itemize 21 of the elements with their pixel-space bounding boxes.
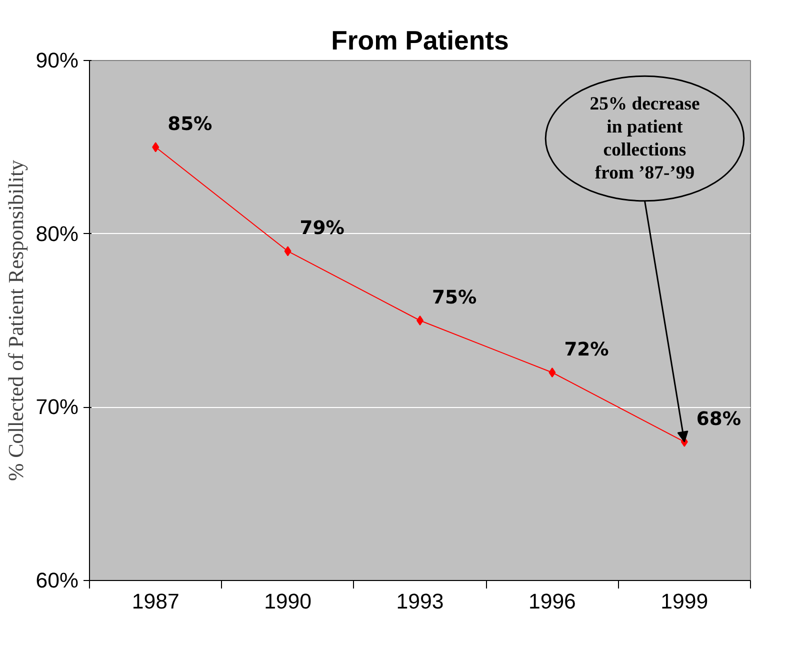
chart-title: From Patients: [331, 26, 509, 56]
data-label: 79%: [300, 218, 345, 240]
y-tick-label: 90%: [36, 48, 79, 72]
data-label: 72%: [564, 340, 610, 360]
x-tick-label: 1999: [660, 590, 708, 614]
x-tick-label: 1990: [264, 590, 312, 614]
x-tick-label: 1996: [528, 590, 576, 614]
y-axis-title: % Collected of Patient Responsibility: [4, 160, 28, 482]
annotation: 25% decrease in patient collections from ’87-’99: [590, 93, 700, 184]
y-tick-label: 60%: [36, 568, 79, 592]
data-label: 68%: [696, 408, 742, 430]
x-tick-label: 1993: [396, 590, 444, 614]
y-tick-label: 80%: [36, 222, 79, 246]
point: [284, 246, 292, 256]
data-label: 75%: [432, 288, 477, 308]
point: [416, 316, 424, 326]
x-tick-label: 1987: [132, 590, 180, 614]
y-tick-label: 70%: [36, 395, 79, 420]
point: [152, 142, 160, 152]
point: [548, 368, 556, 378]
data-label: 85%: [168, 114, 213, 136]
